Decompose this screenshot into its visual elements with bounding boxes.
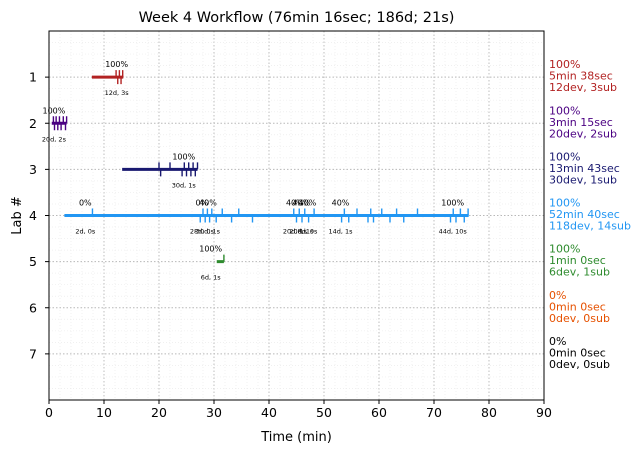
lab-series: 100% 12d, 3s 100% 20d, 2s 100% 30d, 1s 0% 2d, 0… [42, 60, 469, 282]
x-tick-label: 90 [536, 405, 552, 420]
lab-2-summary-line: 3min 15sec [549, 116, 613, 129]
lab-4-submission-percent: 100% [441, 199, 464, 208]
y-tick-label: 4 [29, 208, 37, 223]
x-tick-label: 30 [206, 405, 222, 420]
lab-3-summary-line: 13min 43sec [549, 162, 620, 175]
lab-4-submission-info: 44d, 10s [439, 228, 468, 236]
lab-3-summary-line: 100% [549, 150, 580, 163]
x-tick-label: 40 [261, 405, 277, 420]
x-tick-label: 60 [371, 405, 387, 420]
lab-4-submission-info: 28d, 0s [190, 228, 215, 236]
lab-4-submission-info: 8d, 0s [298, 228, 319, 236]
lab-3-submission-percent: 100% [172, 152, 195, 161]
lab-4-submission-percent: 0% [196, 199, 209, 208]
x-tick-label: 10 [96, 405, 112, 420]
lab-5-submission-info: 6d, 1s [201, 274, 222, 282]
lab-4-submission-percent: 40% [299, 199, 317, 208]
lab-4-submission-info: 30d, 1s [196, 228, 221, 236]
lab-5-summary-line: 100% [549, 243, 580, 256]
y-tick-label: 7 [29, 346, 37, 361]
lab-1-summary-line: 5min 38sec [549, 70, 613, 83]
y-tick-label: 2 [29, 116, 37, 131]
lab-6-summary-line: 0% [549, 289, 566, 302]
x-tick-label: 80 [481, 405, 497, 420]
lab-4-submission-percent: 40% [332, 199, 350, 208]
lab-4-summary-line: 100% [549, 197, 580, 210]
lab-7-summary-line: 0dev, 0sub [549, 358, 610, 371]
lab-4-submission-info: 2d, 0s [75, 228, 96, 236]
lab-4-submission-info: 20d, 1s [289, 228, 314, 236]
lab-4-submission-info: 14d, 1s [328, 228, 353, 236]
y-tick-label: 6 [29, 300, 37, 315]
lab-2-summary-line: 20dev, 2sub [549, 127, 617, 140]
x-axis-label: Time (min) [260, 430, 332, 445]
lab-4-submission-percent: 0% [79, 199, 92, 208]
lab-1-summary-line: 12dev, 3sub [549, 81, 617, 94]
axes: 0 10 20 30 40 50 60 70 80 90 1 2 3 4 5 6 7 [29, 70, 552, 420]
x-tick-label: 50 [316, 405, 332, 420]
lab-6-summary-line: 0dev, 0sub [549, 312, 610, 325]
x-tick-label: 20 [151, 405, 167, 420]
lab-2-submission-percent: 100% [43, 106, 66, 115]
lab-5-summary-line: 1min 0sec [549, 254, 606, 267]
lab-7-summary-line: 0% [549, 335, 566, 348]
lab-4-submission-info: 20d, 1s [283, 228, 308, 236]
lab-3-submission-info: 30d, 1s [172, 181, 197, 189]
lab-4-submission-percent: 40% [199, 199, 217, 208]
lab-7-summary-line: 0min 0sec [549, 346, 606, 359]
x-tick-label: 70 [426, 405, 442, 420]
lab-6-summary-line: 0min 0sec [549, 300, 606, 313]
x-tick-label: 0 [45, 405, 53, 420]
lab-1-summary-line: 100% [549, 58, 580, 71]
y-axis-label: Lab # [10, 196, 25, 235]
lab-4-submission-percent: 40% [286, 199, 304, 208]
lab-5-summary-line: 6dev, 1sub [549, 266, 610, 279]
chart-title: Week 4 Workflow (76min 16sec; 186d; 21s) [139, 10, 455, 26]
lab-3-summary-line: 30dev, 1sub [549, 173, 617, 186]
lab-4-submission-percent: 40% [293, 199, 311, 208]
lab-2-summary-line: 100% [549, 104, 580, 117]
lab-4-summary-line: 52min 40sec [549, 208, 620, 221]
y-tick-label: 5 [29, 254, 37, 269]
lab-1-submission-percent: 100% [105, 60, 128, 69]
y-tick-label: 3 [29, 162, 37, 177]
lab-1-submission-info: 12d, 3s [105, 89, 130, 97]
lab-4-summary-line: 118dev, 14sub [549, 220, 631, 233]
y-tick-label: 1 [29, 70, 37, 85]
lab-5-submission-percent: 100% [199, 245, 222, 254]
lab-2-submission-info: 20d, 2s [42, 135, 67, 143]
